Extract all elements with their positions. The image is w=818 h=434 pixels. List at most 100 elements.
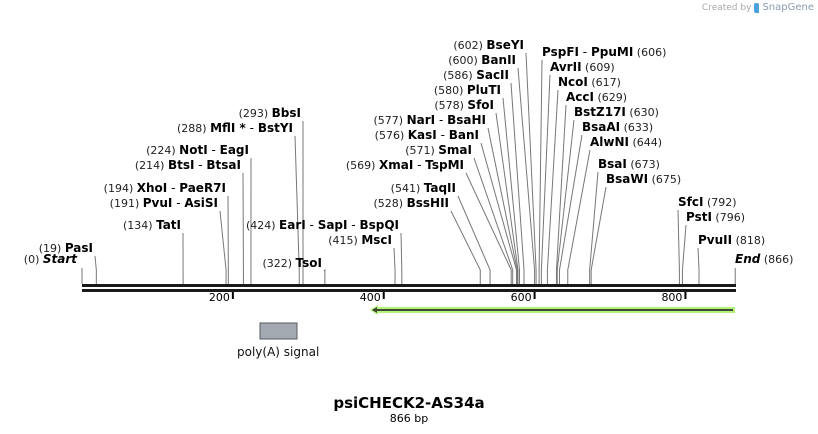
leader-line — [677, 209, 680, 284]
site-label-tati[interactable]: (134) TatI — [123, 218, 181, 232]
tick-label: 200 — [209, 291, 230, 304]
site-label-bbsi[interactable]: (293) BbsI — [239, 106, 301, 120]
site-label-sfci[interactable]: SfcI (792) — [678, 195, 737, 209]
site-label-btsi[interactable]: (214) BtsI - BtsaI — [135, 158, 241, 172]
site-label-banii[interactable]: (600) BanII — [448, 53, 516, 67]
tick-mark — [684, 292, 687, 299]
leader-line — [590, 186, 607, 284]
svg-text:(415) MscI: (415) MscI — [328, 233, 392, 247]
leader-line — [556, 119, 575, 284]
leader-line — [502, 97, 520, 284]
site-label-bsshii[interactable]: (528) BssHII — [374, 196, 449, 210]
site-label-pluti[interactable]: (580) PluTI — [434, 83, 501, 97]
site-label-ncoi[interactable]: NcoI (617) — [558, 75, 621, 89]
leader-line — [400, 232, 403, 284]
feature-label-polya-signal: poly(A) signal — [237, 345, 320, 359]
site-label-sacii[interactable]: (586) SacII — [443, 68, 509, 82]
leader-line — [94, 255, 97, 284]
site-label-noti[interactable]: (224) NotI - EagI — [146, 143, 249, 157]
scale-ticks: 200 400 600 800 — [209, 291, 687, 304]
leader-line — [323, 268, 326, 284]
feature-polya-signal[interactable] — [259, 322, 298, 340]
leader-line — [294, 135, 300, 284]
site-label-tsoi[interactable]: (322) TsoI — [262, 256, 322, 270]
svg-text:AvrII (609): AvrII (609) — [550, 60, 615, 74]
leader-line — [393, 247, 396, 284]
feature-arrow-reverse[interactable] — [370, 305, 735, 315]
credit-prefix: Created by — [701, 2, 752, 13]
site-label-alwni[interactable]: AlwNI (644) — [590, 135, 662, 149]
features-layer — [259, 305, 735, 340]
svg-text:SfcI (792): SfcI (792) — [678, 195, 737, 209]
leader-line — [546, 89, 559, 284]
site-label-mfli[interactable]: (288) MflI * - BstYI — [177, 121, 293, 135]
snapgene-logo-icon — [754, 2, 760, 13]
site-label-eari[interactable]: (424) EarI - SapI - BspQI — [246, 218, 399, 232]
site-label-nari[interactable]: (577) NarI - BsaHI — [374, 113, 486, 127]
svg-text:(600) BanII: (600) BanII — [448, 53, 516, 67]
leader-line — [555, 104, 567, 284]
svg-text:(288) MflI * - BstYI: (288) MflI * - BstYI — [177, 121, 293, 135]
sequence-length: 866 bp — [389, 412, 429, 425]
credit-brand: SnapGene — [762, 2, 814, 13]
svg-text:(214) BtsI - BtsaI: (214) BtsI - BtsaI — [135, 158, 241, 172]
site-label-pvui[interactable]: (191) PvuI - AsiSI — [110, 196, 218, 210]
leader-line — [538, 59, 543, 284]
svg-text:(0) Start: (0) Start — [24, 252, 78, 266]
site-label-bsai[interactable]: BsaI (673) — [598, 157, 660, 171]
leader-line — [517, 67, 536, 284]
svg-text:(569) XmaI - TspMI: (569) XmaI - TspMI — [346, 158, 464, 172]
leader-line — [219, 210, 227, 284]
svg-text:NcoI (617): NcoI (617) — [558, 75, 621, 89]
leader-line — [450, 210, 481, 284]
svg-text:BsaWI (675): BsaWI (675) — [606, 172, 681, 186]
site-label-bstz17i[interactable]: BstZ17I (630) — [574, 105, 659, 119]
svg-text:PvuII (818): PvuII (818) — [698, 233, 765, 247]
site-label-pvuii[interactable]: PvuII (818) — [698, 233, 765, 247]
site-label-acci[interactable]: AccI (629) — [566, 90, 627, 104]
leader-line — [540, 74, 551, 284]
leader-line — [495, 112, 519, 284]
site-label-bseyi[interactable]: (602) BseYI — [453, 38, 524, 52]
site-label-end: End (866) — [735, 252, 793, 266]
svg-text:(580) PluTI: (580) PluTI — [434, 83, 501, 97]
site-label-smai[interactable]: (571) SmaI — [405, 143, 472, 157]
leader-line — [589, 171, 599, 284]
leader-line — [510, 82, 525, 284]
svg-text:(571) SmaI: (571) SmaI — [405, 143, 472, 157]
svg-text:End (866): End (866) — [735, 252, 793, 266]
site-label-taqii[interactable]: (541) TaqII — [391, 181, 456, 195]
site-label-sfoi[interactable]: (578) SfoI — [434, 98, 494, 112]
site-labels: (19) PasI (134) TatI (191) PvuI - AsiSI(19… — [24, 38, 794, 270]
site-label-pasi[interactable]: (19) PasI — [39, 241, 93, 255]
svg-text:AccI (629): AccI (629) — [566, 90, 627, 104]
site-label-bsaai[interactable]: BsaAI (633) — [582, 120, 653, 134]
svg-text:(134) TatI: (134) TatI — [123, 218, 181, 232]
svg-text:BsaAI (633): BsaAI (633) — [582, 120, 653, 134]
site-label-bsawi[interactable]: BsaWI (675) — [606, 172, 681, 186]
site-label-xhoi[interactable]: (194) XhoI - PaeR7I — [104, 181, 226, 195]
site-label-xmai[interactable]: (569) XmaI - TspMI — [346, 158, 464, 172]
svg-text:(322) TsoI: (322) TsoI — [262, 256, 322, 270]
svg-text:(191) PvuI - AsiSI: (191) PvuI - AsiSI — [110, 196, 218, 210]
tick-mark — [382, 292, 385, 299]
site-label-msci[interactable]: (415) MscI — [328, 233, 392, 247]
svg-text:(578) SfoI: (578) SfoI — [434, 98, 494, 112]
leader-line — [487, 127, 518, 284]
tick-label: 600 — [511, 291, 532, 304]
sequence-backbone[interactable] — [82, 284, 736, 292]
svg-text:PstI (796): PstI (796) — [686, 210, 745, 224]
leader-line — [567, 149, 591, 284]
site-label-avrii[interactable]: AvrII (609) — [550, 60, 615, 74]
tick-label: 800 — [661, 291, 682, 304]
site-label-kasi[interactable]: (576) KasI - BanI — [375, 128, 479, 142]
tick-mark — [231, 292, 234, 299]
svg-text:PspFI - PpuMI (606): PspFI - PpuMI (606) — [542, 45, 666, 59]
site-label-pspfi[interactable]: PspFI - PpuMI (606) — [542, 45, 666, 59]
site-label-psti[interactable]: PstI (796) — [686, 210, 745, 224]
leader-line — [681, 224, 687, 284]
svg-text:(528) BssHII: (528) BssHII — [374, 196, 449, 210]
site-leader-lines — [81, 52, 736, 284]
svg-text:(293) BbsI: (293) BbsI — [239, 106, 301, 120]
